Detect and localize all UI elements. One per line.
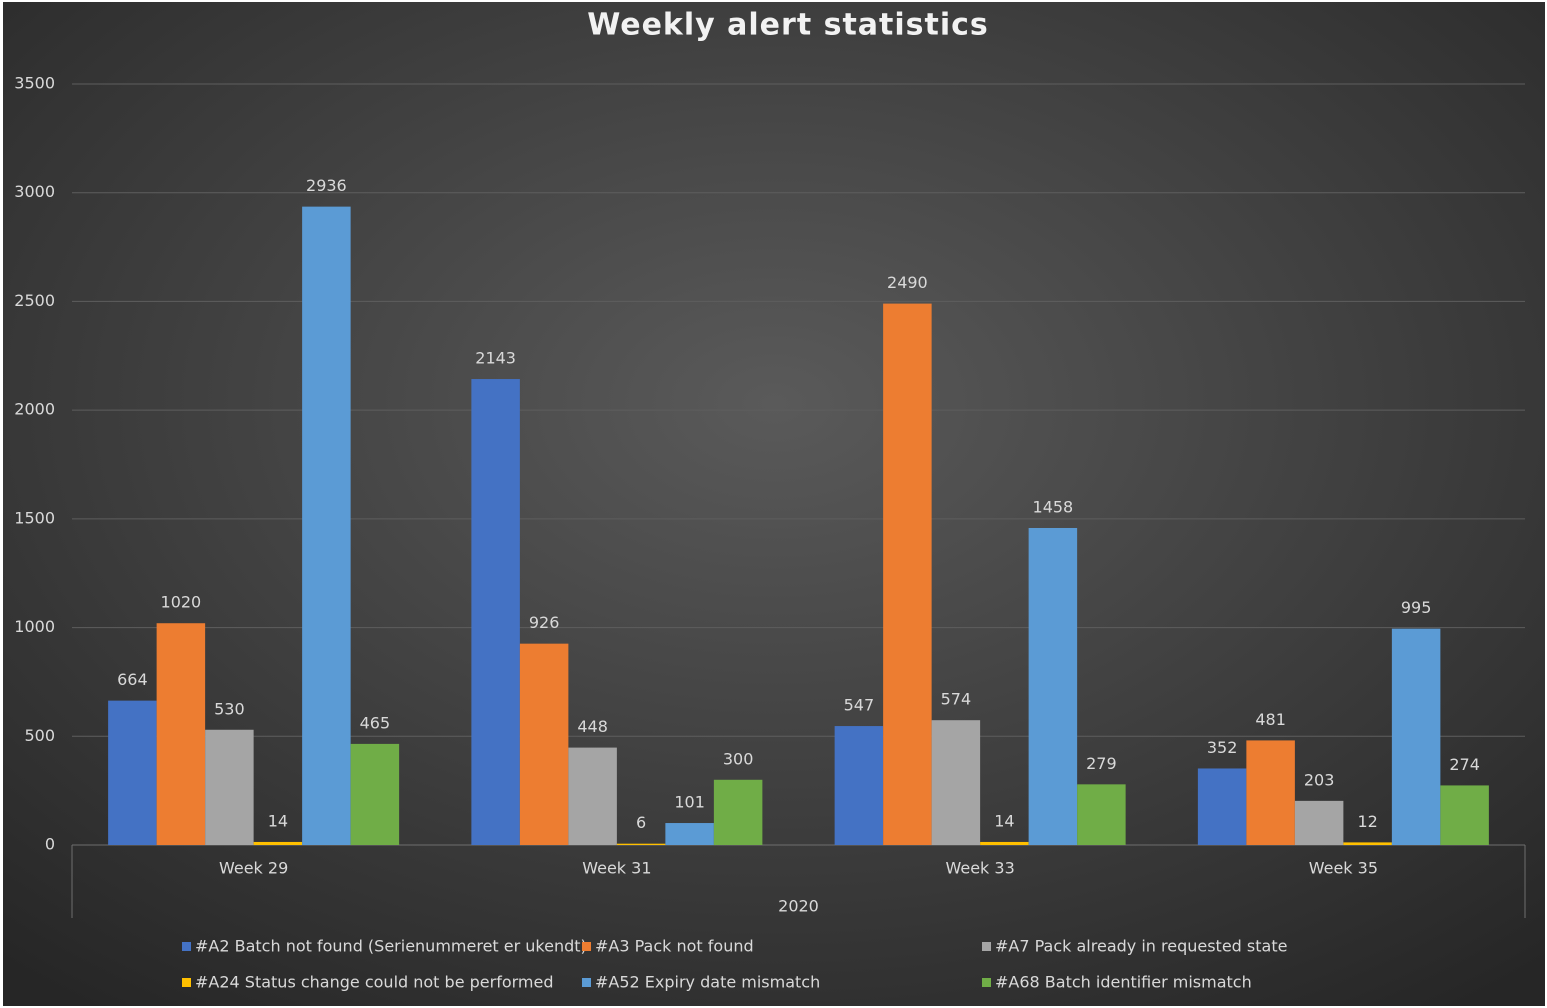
bar	[471, 379, 520, 845]
bar	[616, 843, 666, 845]
data-label: 574	[941, 690, 972, 709]
data-label: 6	[636, 813, 646, 832]
data-label: 926	[529, 613, 560, 632]
bar	[302, 206, 351, 846]
data-label: 1458	[1033, 497, 1074, 516]
legend-label: #A7 Pack already in requested state	[995, 937, 1287, 956]
bar	[931, 720, 981, 845]
legend-label: #A24 Status change could not be performe…	[195, 973, 554, 992]
bar	[108, 700, 157, 845]
y-tick-label: 2000	[14, 400, 55, 419]
x-tick-label: Week 31	[582, 859, 651, 878]
data-label: 2143	[475, 349, 516, 368]
x-tick-label: Week 33	[945, 859, 1014, 878]
data-label: 530	[214, 699, 245, 718]
legend-swatch	[182, 942, 191, 951]
data-label: 14	[994, 811, 1014, 830]
bar	[834, 726, 884, 845]
data-label: 481	[1255, 710, 1286, 729]
data-label: 465	[360, 713, 391, 732]
bar	[1028, 527, 1078, 845]
bar	[713, 779, 763, 845]
bar	[156, 623, 206, 845]
x-tick-label: Week 29	[219, 859, 288, 878]
bar	[519, 643, 569, 845]
bar	[253, 841, 303, 845]
data-label: 2490	[887, 273, 928, 292]
legend-swatch	[582, 978, 591, 987]
data-label: 274	[1449, 755, 1480, 774]
y-tick-label: 3000	[14, 182, 55, 201]
data-label: 12	[1357, 812, 1377, 831]
data-label: 300	[723, 749, 754, 768]
data-label: 448	[577, 717, 608, 736]
bar	[205, 729, 254, 845]
bar	[1440, 785, 1489, 845]
data-label: 664	[117, 670, 148, 689]
data-label: 2936	[306, 176, 347, 195]
data-label: 101	[674, 793, 705, 812]
chart-title: Weekly alert statistics	[587, 8, 989, 43]
bar	[1294, 800, 1344, 845]
data-label: 1020	[161, 593, 202, 612]
y-tick-label: 0	[45, 835, 55, 854]
data-label: 14	[268, 811, 288, 830]
y-tick-label: 2500	[14, 291, 55, 310]
bar	[1391, 628, 1441, 845]
y-tick-label: 1000	[14, 617, 55, 636]
legend-label: #A2 Batch not found (Serienummeret er uk…	[195, 937, 587, 956]
bar	[350, 743, 400, 845]
data-label: 995	[1401, 598, 1432, 617]
y-tick-label: 1500	[14, 508, 55, 527]
bar	[1343, 842, 1392, 845]
bar	[568, 747, 617, 845]
legend-label: #A3 Pack not found	[595, 937, 754, 956]
data-label: 352	[1207, 738, 1238, 757]
data-label: 203	[1304, 770, 1335, 789]
legend-swatch	[982, 978, 991, 987]
legend-swatch	[582, 942, 591, 951]
bar	[1197, 768, 1247, 845]
y-tick-label: 500	[24, 726, 55, 745]
data-label: 547	[844, 696, 875, 715]
category-group-label: 2020	[778, 897, 819, 916]
x-tick-label: Week 35	[1309, 859, 1378, 878]
bar	[1246, 740, 1295, 845]
bar	[883, 303, 932, 845]
legend-swatch	[982, 942, 991, 951]
bar	[980, 841, 1029, 845]
legend-label: #A52 Expiry date mismatch	[595, 973, 820, 992]
bar	[1077, 784, 1126, 845]
legend-swatch	[182, 978, 191, 987]
y-tick-label: 3500	[14, 74, 55, 93]
bar	[665, 823, 714, 845]
data-label: 279	[1086, 754, 1117, 773]
background	[3, 2, 1545, 1006]
legend-label: #A68 Batch identifier mismatch	[995, 973, 1252, 992]
